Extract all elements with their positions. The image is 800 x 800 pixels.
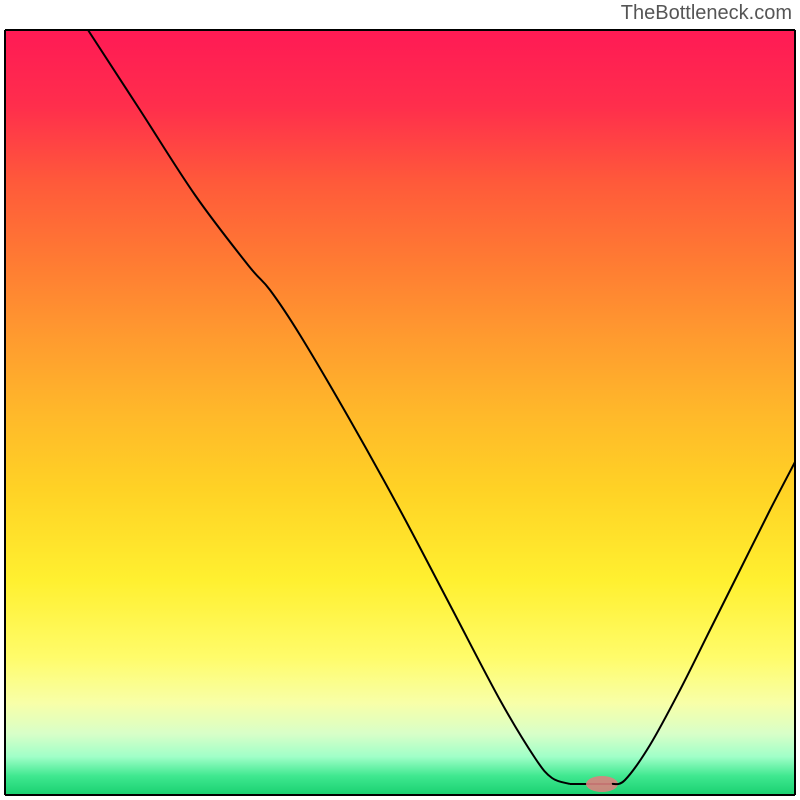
chart-background [5,30,795,795]
chart-container: TheBottleneck.com [0,0,800,800]
chart-svg [0,0,800,800]
watermark-text: TheBottleneck.com [621,2,792,25]
